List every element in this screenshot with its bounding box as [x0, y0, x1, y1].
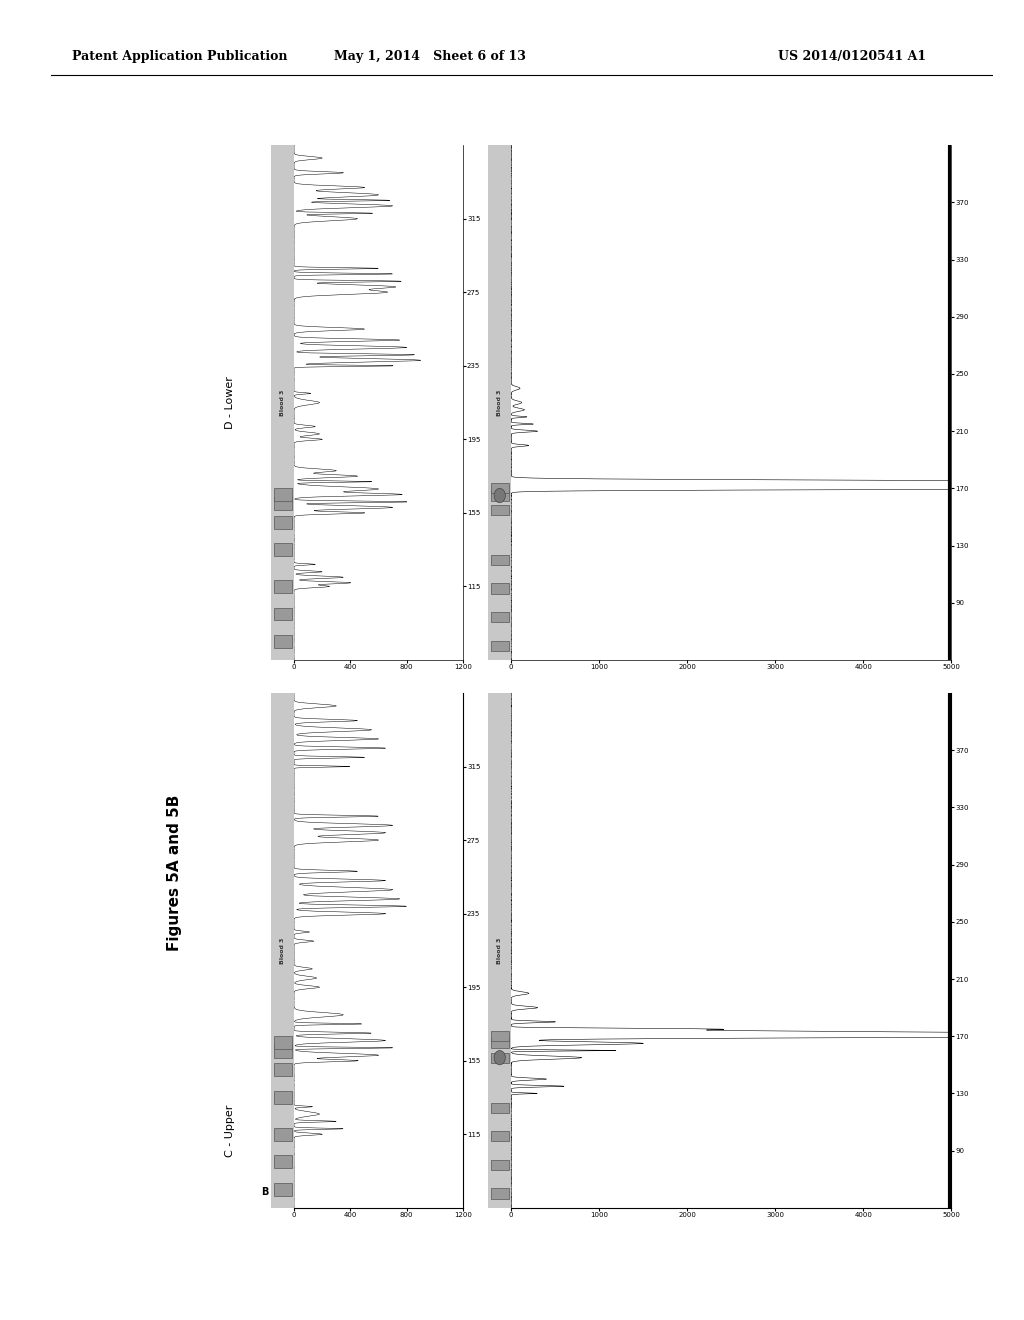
Bar [273, 1092, 292, 1104]
Text: D - Lower: D - Lower [225, 376, 236, 429]
Text: B: B [261, 1187, 268, 1197]
Bar [273, 579, 292, 593]
Bar [490, 1052, 509, 1063]
Bar [490, 640, 509, 651]
Text: Blood 3: Blood 3 [281, 389, 285, 416]
Bar [273, 544, 292, 556]
Bar [273, 635, 292, 648]
Bar [273, 488, 292, 502]
Ellipse shape [495, 1051, 506, 1065]
Ellipse shape [495, 488, 506, 503]
Bar [273, 1155, 292, 1168]
Text: Figures 5A and 5B: Figures 5A and 5B [167, 795, 181, 952]
Text: C - Upper: C - Upper [225, 1105, 236, 1156]
Bar [273, 1036, 292, 1049]
Bar [273, 1045, 292, 1057]
Bar [490, 583, 509, 594]
Bar [490, 554, 509, 565]
Bar [273, 607, 292, 620]
Bar [490, 483, 509, 494]
Text: Patent Application Publication: Patent Application Publication [72, 50, 287, 63]
Bar [273, 498, 292, 510]
Bar [273, 1183, 292, 1196]
Bar [273, 1127, 292, 1140]
Bar [490, 1160, 509, 1170]
Text: Blood 3: Blood 3 [281, 937, 285, 964]
Text: Blood 3: Blood 3 [498, 937, 502, 964]
Bar [273, 1064, 292, 1076]
Bar [490, 612, 509, 622]
Bar [490, 1031, 509, 1041]
Bar [490, 504, 509, 515]
Bar [490, 491, 509, 500]
Text: May 1, 2014   Sheet 6 of 13: May 1, 2014 Sheet 6 of 13 [334, 50, 526, 63]
Bar [490, 1039, 509, 1048]
Bar [490, 1188, 509, 1199]
Text: US 2014/0120541 A1: US 2014/0120541 A1 [778, 50, 927, 63]
Bar [490, 1131, 509, 1142]
Text: Blood 3: Blood 3 [498, 389, 502, 416]
Bar [490, 1102, 509, 1113]
Bar [273, 516, 292, 528]
